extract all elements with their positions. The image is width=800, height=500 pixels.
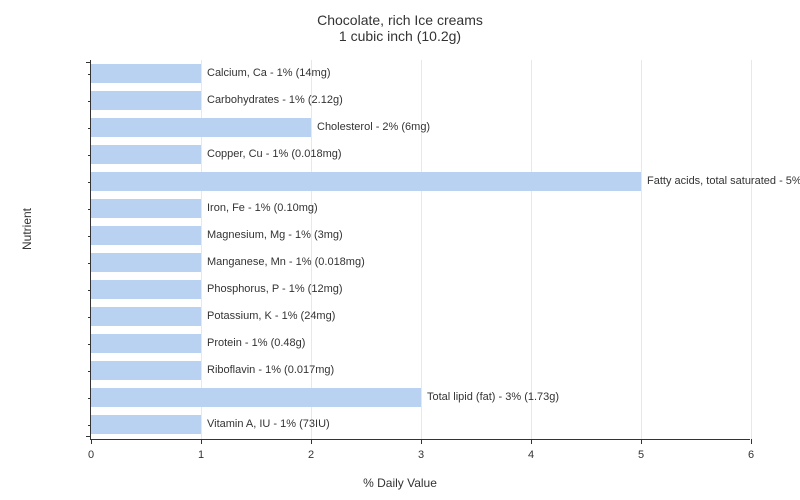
x-tick (421, 439, 422, 444)
bar-label: Protein - 1% (0.48g) (207, 334, 305, 353)
bar-label: Iron, Fe - 1% (0.10mg) (207, 199, 318, 218)
x-tick (641, 439, 642, 444)
bar-label: Phosphorus, P - 1% (12mg) (207, 280, 343, 299)
gridline (531, 60, 532, 439)
x-axis-label: % Daily Value (0, 476, 800, 490)
x-tick-label: 4 (528, 449, 534, 461)
bar-label: Copper, Cu - 1% (0.018mg) (207, 145, 342, 164)
bar (91, 280, 201, 299)
bar (91, 307, 201, 326)
y-axis-label: Nutrient (20, 208, 34, 250)
bar-label: Manganese, Mn - 1% (0.018mg) (207, 253, 365, 272)
bar (91, 172, 641, 191)
bar-label: Fatty acids, total saturated - 5% (1.058… (647, 172, 800, 191)
bar-label: Total lipid (fat) - 3% (1.73g) (427, 388, 559, 407)
bar (91, 64, 201, 83)
x-tick-label: 2 (308, 449, 314, 461)
bar-label: Potassium, K - 1% (24mg) (207, 307, 335, 326)
chart-container: Chocolate, rich Ice creams 1 cubic inch … (0, 0, 800, 500)
bar-label: Riboflavin - 1% (0.017mg) (207, 361, 334, 380)
plot-area: 0123456Calcium, Ca - 1% (14mg)Carbohydra… (90, 60, 750, 440)
bar (91, 199, 201, 218)
chart-title-line2: 1 cubic inch (10.2g) (0, 28, 800, 44)
bar (91, 226, 201, 245)
gridline (311, 60, 312, 439)
y-tick (86, 62, 91, 63)
x-tick-label: 1 (198, 449, 204, 461)
x-tick (751, 439, 752, 444)
x-tick (91, 439, 92, 444)
x-tick (531, 439, 532, 444)
x-tick (311, 439, 312, 444)
bar (91, 91, 201, 110)
bar (91, 118, 311, 137)
x-tick-label: 6 (748, 449, 754, 461)
chart-title-block: Chocolate, rich Ice creams 1 cubic inch … (0, 0, 800, 44)
y-tick (86, 436, 91, 437)
bar (91, 361, 201, 380)
bar (91, 334, 201, 353)
x-tick (201, 439, 202, 444)
x-tick-label: 5 (638, 449, 644, 461)
chart-title-line1: Chocolate, rich Ice creams (0, 12, 800, 28)
bar-label: Vitamin A, IU - 1% (73IU) (207, 415, 330, 434)
gridline (641, 60, 642, 439)
bar-label: Cholesterol - 2% (6mg) (317, 118, 430, 137)
bar-label: Magnesium, Mg - 1% (3mg) (207, 226, 343, 245)
x-tick-label: 0 (88, 449, 94, 461)
bar (91, 253, 201, 272)
gridline (201, 60, 202, 439)
bar (91, 145, 201, 164)
bar-label: Calcium, Ca - 1% (14mg) (207, 64, 330, 83)
bar-label: Carbohydrates - 1% (2.12g) (207, 91, 343, 110)
x-tick-label: 3 (418, 449, 424, 461)
bar (91, 388, 421, 407)
gridline (751, 60, 752, 439)
bar (91, 415, 201, 434)
gridline (421, 60, 422, 439)
